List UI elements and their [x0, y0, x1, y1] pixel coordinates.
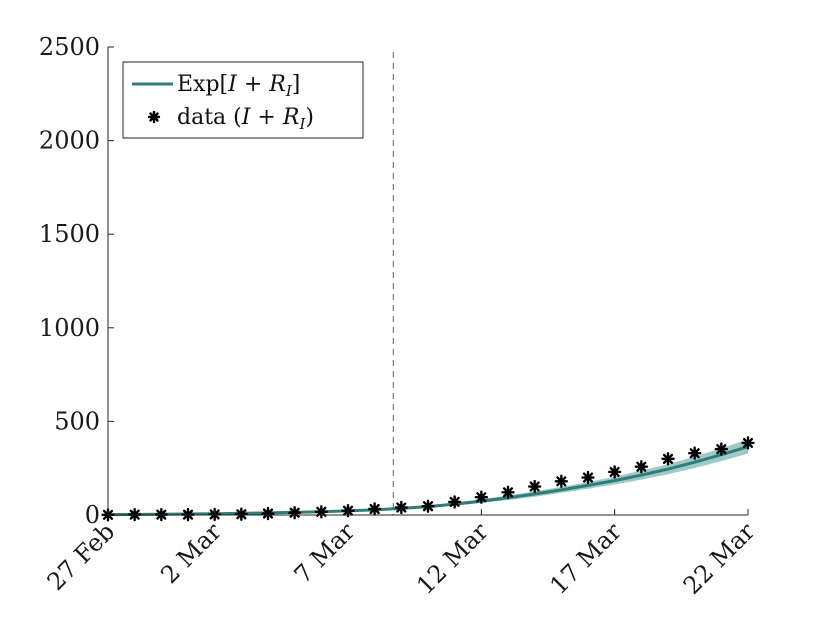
- asterisk-stroke: [582, 472, 594, 483]
- asterisk-stroke: [502, 487, 514, 498]
- legend-text-part: +: [250, 105, 282, 130]
- data-point: [314, 505, 329, 519]
- x-tick-label: 27 Feb: [42, 517, 121, 596]
- data-point: [367, 502, 382, 516]
- asterisk-stroke: [449, 496, 460, 507]
- data-point: [474, 490, 489, 504]
- legend-text-part: data (: [177, 105, 242, 130]
- asterisk-stroke: [609, 466, 620, 478]
- legend-text-part: ): [305, 105, 314, 130]
- asterisk-stroke: [316, 506, 327, 517]
- asterisk-stroke: [529, 481, 540, 492]
- data-point: [261, 506, 275, 521]
- data-point: [661, 452, 675, 466]
- x-tick-label: 17 Mar: [545, 517, 628, 600]
- data-point: [394, 500, 409, 515]
- x-tick-label: 12 Mar: [411, 517, 494, 600]
- legend-text-part: +: [237, 72, 269, 97]
- data-point: [501, 485, 515, 500]
- x-axis: 27 Feb 2 Mar 7 Mar 12 Mar 17 Mar 22 Mar: [42, 509, 761, 600]
- asterisk-stroke: [236, 509, 247, 520]
- y-tick-label: 1000: [39, 314, 100, 342]
- confidence-band: [108, 439, 748, 515]
- data-point: [714, 442, 729, 456]
- data-point: [687, 446, 702, 460]
- asterisk-stroke: [262, 508, 274, 519]
- data-point: [287, 506, 302, 520]
- legend-text-part: ]: [292, 72, 301, 97]
- asterisk-stroke: [422, 501, 434, 512]
- data-point: [741, 436, 755, 450]
- x-tick-label: 2 Mar: [155, 517, 227, 589]
- y-tick-label: 1500: [39, 220, 100, 248]
- y-axis: 0 500 1000 1500 2000 2500: [39, 33, 114, 529]
- asterisk-stroke: [556, 476, 567, 487]
- legend-text-part: I: [227, 72, 238, 97]
- y-tick-label: 2000: [39, 127, 100, 155]
- asterisk-stroke: [689, 448, 700, 459]
- legend-label-expected: Exp[I + RI]: [177, 72, 300, 100]
- data-point: [554, 474, 569, 489]
- legend-marker-swatch: [147, 110, 161, 124]
- y-tick-label: 0: [85, 501, 100, 529]
- x-tick-label: 22 Mar: [678, 517, 761, 600]
- data-point: [527, 479, 542, 494]
- expected-value-line: [107, 445, 749, 517]
- data-point: [421, 499, 435, 513]
- legend-label-data: data (I + RI): [177, 105, 314, 133]
- legend-text-part: I: [298, 115, 306, 133]
- data-point: [447, 495, 462, 509]
- y-tick-label: 500: [54, 407, 100, 435]
- legend-box: [122, 61, 364, 139]
- legend-text-part: I: [285, 82, 293, 100]
- legend: Exp[I + RI]data (I + RI): [122, 61, 364, 139]
- data-point: [234, 507, 249, 521]
- y-tick-label: 2500: [39, 33, 100, 61]
- x-tick-label: 7 Mar: [289, 517, 361, 589]
- asterisk-stroke: [716, 444, 727, 455]
- legend-text-part: R: [282, 105, 300, 130]
- asterisk-stroke: [662, 453, 674, 464]
- asterisk-stroke: [636, 461, 647, 472]
- legend-text-part: I: [241, 105, 252, 130]
- data-point: [634, 460, 649, 474]
- data-point: [581, 470, 595, 485]
- asterisk-stroke: [369, 503, 380, 515]
- legend-text-part: Exp[: [177, 72, 228, 97]
- asterisk-stroke: [476, 492, 487, 503]
- asterisk-stroke: [742, 437, 754, 449]
- data-point: [607, 465, 622, 479]
- legend-text-part: R: [268, 72, 286, 97]
- asterisk-stroke: [149, 112, 159, 122]
- asterisk-stroke: [396, 502, 407, 513]
